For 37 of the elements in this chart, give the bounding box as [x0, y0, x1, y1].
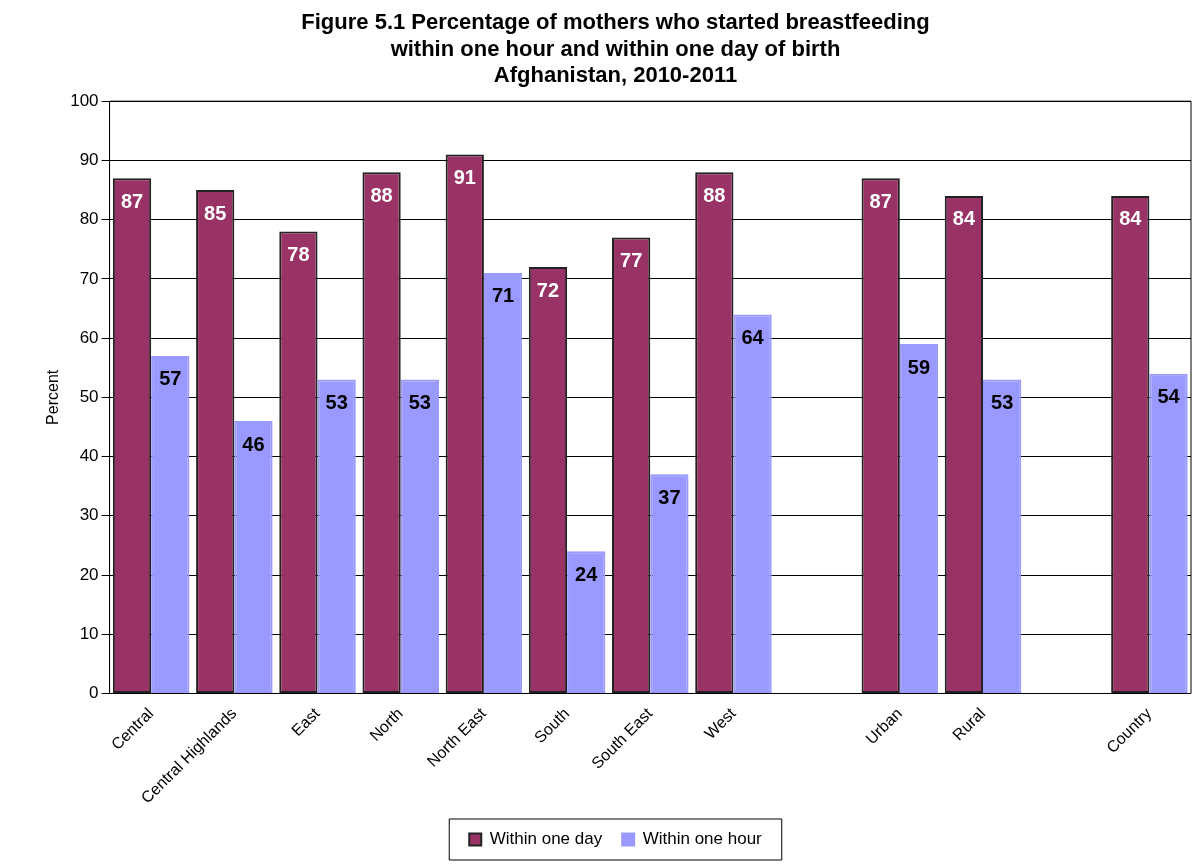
data-label: 87 [120, 189, 144, 212]
data-label: 84 [952, 207, 976, 230]
chart-title: Figure 5.1 Percentage of mothers who started breastfeeding within one hour and within one day of birth Afghanistan, 2010-2011 [301, 9, 930, 88]
legend-label: Within one hour [642, 829, 763, 849]
y-axis-title: Percent [44, 369, 62, 425]
data-label: 77 [620, 248, 643, 271]
data-label: 85 [204, 201, 227, 224]
data-label: 64 [741, 325, 765, 348]
y-tick-label: 100 [70, 90, 99, 110]
y-tick-label: 0 [89, 683, 99, 703]
y-tick-label: 60 [79, 327, 99, 347]
data-label: 87 [869, 189, 892, 212]
data-label: 72 [536, 278, 560, 301]
data-label: 88 [370, 183, 393, 206]
y-tick-label: 30 [79, 505, 99, 525]
data-label: 71 [491, 284, 515, 307]
data-label: 88 [703, 183, 726, 206]
y-tick-label: 20 [79, 564, 99, 584]
data-label: 37 [658, 485, 681, 508]
y-tick-label: 10 [79, 623, 99, 643]
data-label: 59 [907, 355, 931, 378]
data-label: 84 [1119, 207, 1143, 230]
data-label: 91 [453, 166, 476, 189]
data-label: 46 [242, 432, 265, 455]
y-tick-label: 70 [79, 268, 99, 288]
y-tick-label: 40 [79, 446, 99, 466]
y-tick-label: 90 [79, 150, 99, 170]
data-label: 24 [575, 562, 599, 585]
data-label: 57 [159, 367, 182, 390]
data-label: 53 [408, 391, 431, 414]
data-label: 54 [1157, 385, 1181, 408]
y-tick-label: 80 [79, 209, 99, 229]
data-label: 53 [991, 391, 1014, 414]
data-label: 53 [325, 391, 348, 414]
y-tick-label: 50 [79, 387, 99, 407]
data-label: 78 [287, 243, 310, 266]
legend-label: Within one day [489, 829, 603, 849]
